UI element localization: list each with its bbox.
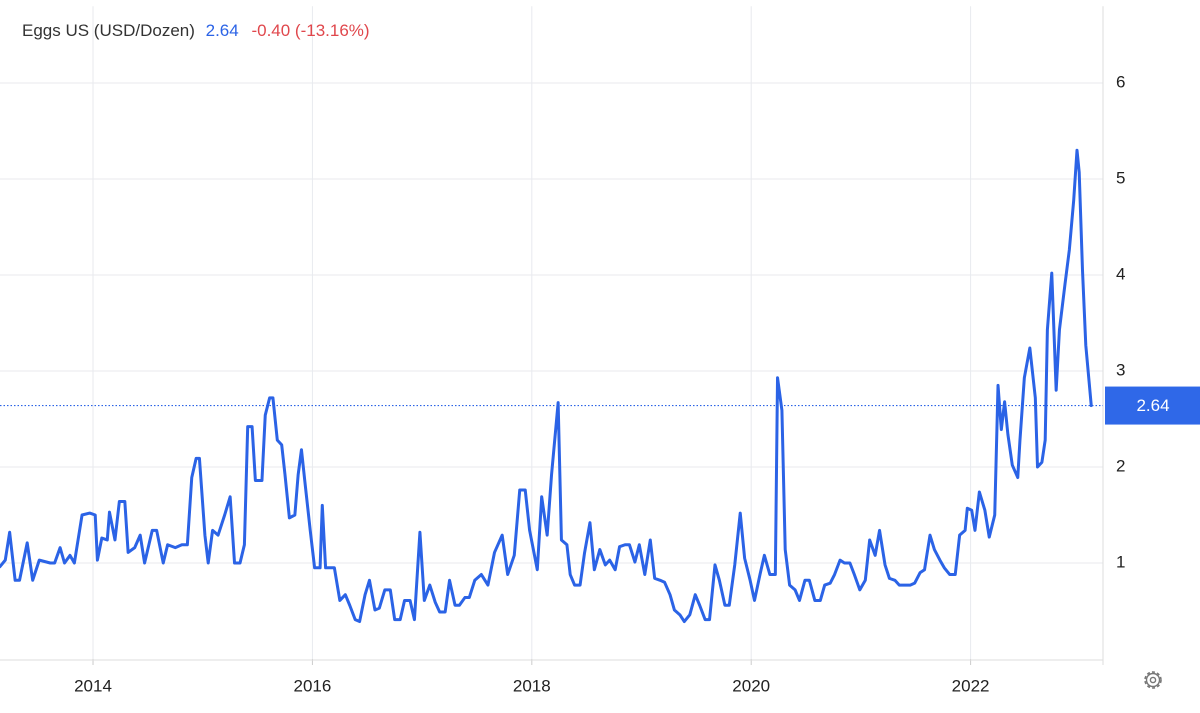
y-tick-label: 1 — [1116, 552, 1125, 571]
y-tick-label: 4 — [1116, 264, 1125, 283]
y-tick-label: 2 — [1116, 456, 1125, 475]
y-tick-label: 6 — [1116, 72, 1125, 91]
gear-ring — [1145, 672, 1161, 688]
grid — [0, 6, 1103, 659]
y-tick-label: 3 — [1116, 360, 1125, 379]
header: Eggs US (USD/Dozen) 2.64 -0.40 (-13.16%) — [22, 21, 370, 40]
gear-outer — [1144, 671, 1162, 689]
last-value-label: 2.64 — [1136, 396, 1169, 415]
settings-icon[interactable] — [1144, 671, 1162, 689]
last-value: 2.64 — [206, 21, 239, 40]
change: -0.40 (-13.16%) — [251, 21, 369, 40]
line-series — [0, 148, 1093, 624]
gear-center — [1149, 676, 1157, 684]
x-tick-label: 2022 — [952, 676, 990, 695]
last-value-box — [1105, 386, 1200, 425]
x-tick-label: 2016 — [294, 676, 332, 695]
chart-title: Eggs US (USD/Dozen) — [22, 21, 195, 40]
x-tick-label: 2018 — [513, 676, 551, 695]
x-tick-label: 2020 — [732, 676, 770, 695]
y-tick-label: 5 — [1116, 168, 1125, 187]
x-tick-label: 2014 — [74, 676, 112, 695]
